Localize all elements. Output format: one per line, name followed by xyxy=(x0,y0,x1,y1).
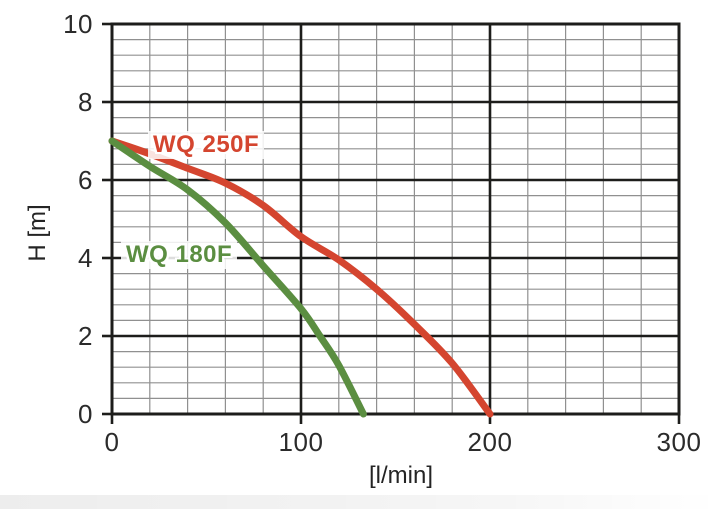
photo-bottom-edge-shadow xyxy=(0,495,720,509)
y-tick-label-0: 0 xyxy=(78,399,93,429)
curve-wq-250f xyxy=(108,137,494,418)
y-tick-label-4: 4 xyxy=(78,243,93,273)
y-tick-label-8: 8 xyxy=(78,87,93,117)
y-axis-title: H [m] xyxy=(24,204,51,262)
curve-wq-180f xyxy=(108,137,367,418)
curve-label-wq-180f: WQ 180F xyxy=(121,241,238,269)
y-tick-label-10: 10 xyxy=(63,9,93,39)
x-axis-title: [l/min] xyxy=(368,462,434,489)
y-tick-label-2: 2 xyxy=(78,321,93,351)
x-tick-label-0: 0 xyxy=(104,427,120,457)
x-tick-label-200: 200 xyxy=(467,427,513,457)
x-tick-label-300: 300 xyxy=(656,427,702,457)
curve-label-wq-250f: WQ 250F xyxy=(148,131,265,159)
x-tick-label-100: 100 xyxy=(278,427,324,457)
y-tick-label-6: 6 xyxy=(78,165,93,195)
